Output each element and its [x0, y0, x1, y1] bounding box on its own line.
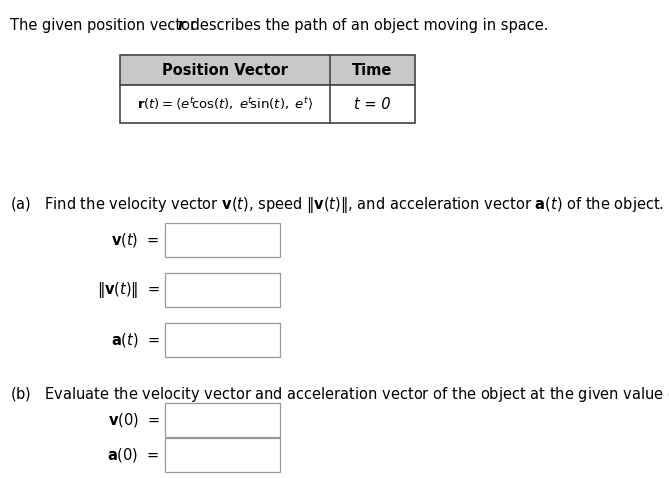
Bar — [165, 438, 280, 472]
Text: t = 0: t = 0 — [355, 97, 391, 111]
Bar — [165, 273, 280, 307]
Text: $\mathbf{a}(t)$  =: $\mathbf{a}(t)$ = — [111, 331, 160, 349]
Text: Time: Time — [353, 63, 393, 77]
Text: (b)   Evaluate the velocity vector and acceleration vector of the object at the : (b) Evaluate the velocity vector and acc… — [10, 385, 669, 404]
Text: (a)   Find the velocity vector $\mathbf{v}(t)$, speed $\|\mathbf{v}(t)\|$, and a: (a) Find the velocity vector $\mathbf{v}… — [10, 195, 664, 215]
Bar — [165, 223, 280, 257]
Text: The given position vector: The given position vector — [10, 18, 201, 33]
Bar — [120, 55, 415, 85]
Text: $\mathbf{v}(0)$  =: $\mathbf{v}(0)$ = — [108, 411, 160, 429]
Bar — [165, 323, 280, 357]
Text: $\mathbf{v}(t)$  =: $\mathbf{v}(t)$ = — [112, 231, 160, 249]
Bar — [165, 403, 280, 437]
Text: Position Vector: Position Vector — [162, 63, 288, 77]
Text: $\mathbf{a}(0)$  =: $\mathbf{a}(0)$ = — [108, 446, 160, 464]
Text: describes the path of an object moving in space.: describes the path of an object moving i… — [186, 18, 549, 33]
Text: r: r — [178, 18, 185, 33]
Text: $\|\mathbf{v}(t)\|$  =: $\|\mathbf{v}(t)\|$ = — [97, 280, 160, 300]
Text: $\mathbf{r}(t) = \langle e^t\!\cos(t),\; e^t\!\sin(t),\; e^t \rangle$: $\mathbf{r}(t) = \langle e^t\!\cos(t),\;… — [136, 96, 313, 112]
Bar — [120, 85, 415, 123]
